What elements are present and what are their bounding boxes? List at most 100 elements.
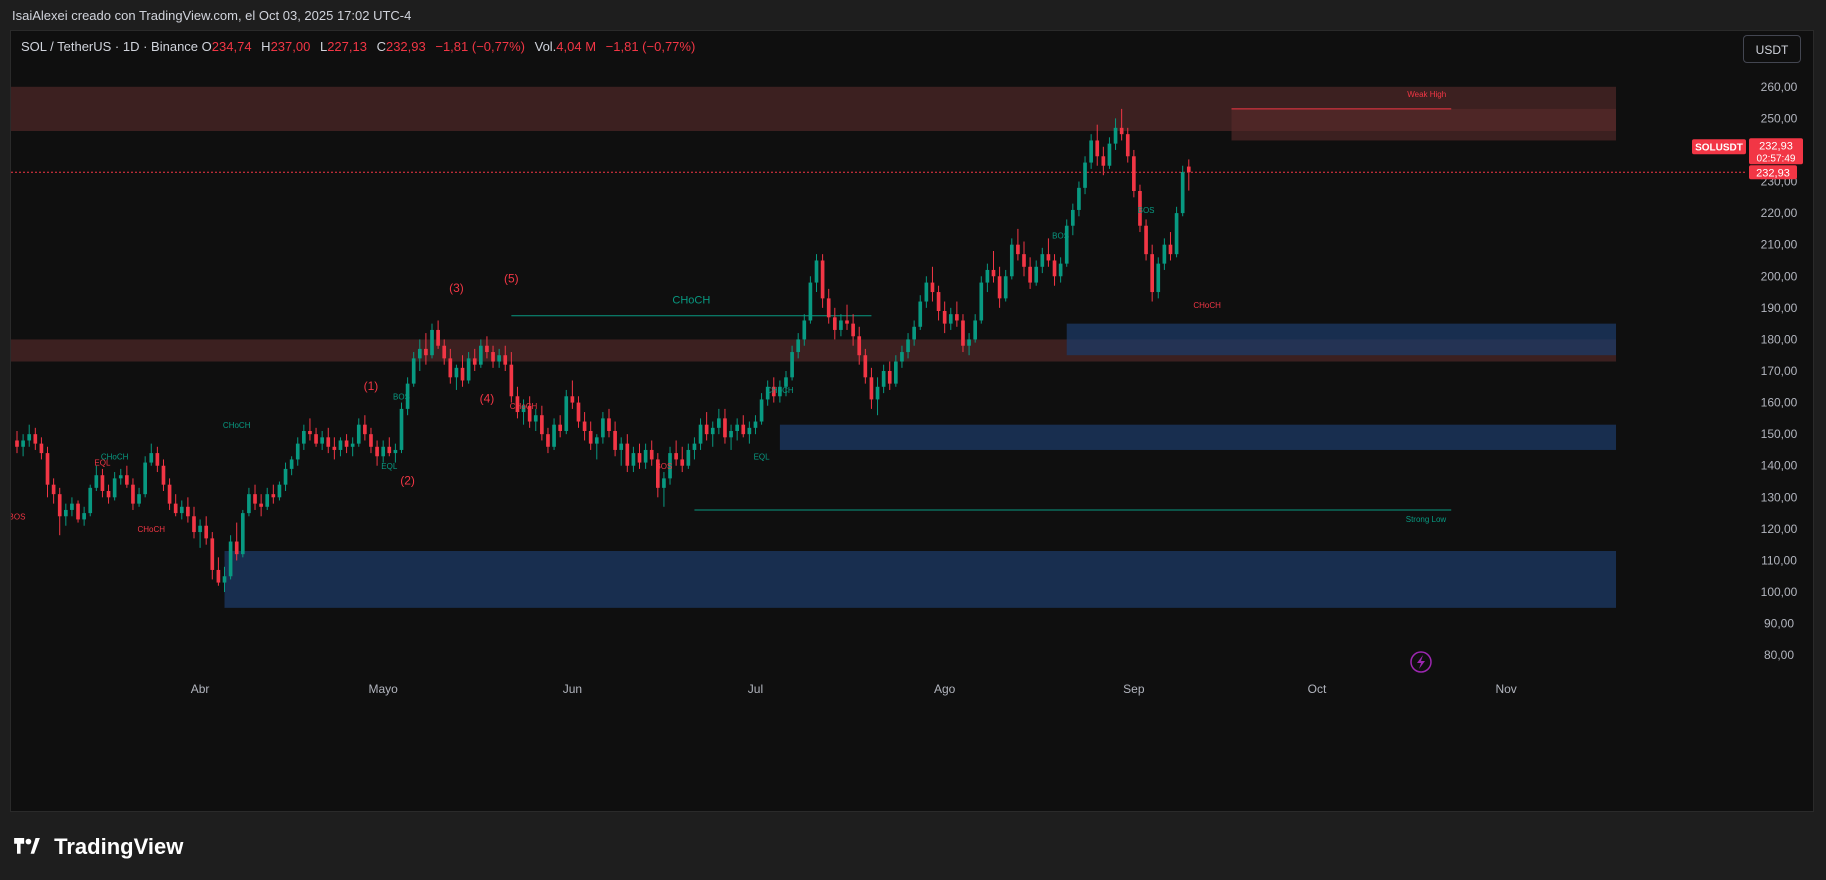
candle-body <box>991 269 996 277</box>
candle-body <box>503 355 508 365</box>
structure-label: EQL <box>754 452 771 461</box>
structure-label: (2) <box>400 474 415 488</box>
candle-body <box>576 402 581 422</box>
candle-body <box>454 367 459 378</box>
candle-body <box>259 503 263 507</box>
demand-zone <box>779 424 1616 450</box>
candle-body <box>839 320 843 330</box>
candle-body <box>692 443 697 450</box>
price-badge <box>1749 138 1803 165</box>
candle-body <box>533 415 538 422</box>
candle-body <box>417 348 422 359</box>
attribution-text: IsaiAlexei creado con TradingView.com, e… <box>12 8 412 23</box>
structure-label: EQL <box>381 462 398 471</box>
candle-body <box>70 503 74 510</box>
structure-label: CHoCH <box>223 421 251 430</box>
y-tick-label: 200,00 <box>1761 269 1798 283</box>
candle-body <box>601 418 605 438</box>
candle-body <box>723 418 727 438</box>
candle-body <box>204 525 209 539</box>
candle-body <box>393 449 398 454</box>
candle-body <box>33 434 38 444</box>
structure-label: CHoCH <box>766 386 794 395</box>
candle-body <box>997 276 1002 299</box>
structure-label: BOS <box>393 392 410 401</box>
candle-body <box>1052 260 1057 277</box>
candle-body <box>1064 225 1069 264</box>
candle-body <box>106 491 111 498</box>
candle-body <box>906 339 910 353</box>
candle-body <box>912 326 916 340</box>
candle-body <box>1101 156 1106 166</box>
candle-body <box>717 418 721 428</box>
candle-body <box>112 478 117 498</box>
candle-body <box>228 541 233 577</box>
candle-body <box>375 446 379 457</box>
candle-body <box>1040 254 1045 267</box>
candlestick-chart[interactable]: Weak High Strong Low CHoCH (1) (2) (3) (4) (5) B… <box>11 31 1814 812</box>
candle-body <box>466 358 471 381</box>
candle-body <box>973 320 978 340</box>
candle-body <box>735 424 739 431</box>
x-tick-label: Jun <box>563 682 582 696</box>
candle-body <box>546 434 550 447</box>
currency-button[interactable]: USDT <box>1743 35 1801 63</box>
attribution-bar: IsaiAlexei creado con TradingView.com, e… <box>0 0 1826 30</box>
chart-frame[interactable]: Weak High Strong Low CHoCH (1) (2) (3) (4) (5) B… <box>10 30 1814 812</box>
candle-body <box>625 443 630 466</box>
candle-body <box>631 453 636 466</box>
y-tick-label: 250,00 <box>1761 111 1798 125</box>
y-tick-label: 140,00 <box>1761 459 1798 473</box>
candle-body <box>216 569 221 583</box>
candle-body <box>857 336 862 356</box>
y-tick-label: 170,00 <box>1761 364 1798 378</box>
structure-label: (1) <box>364 379 379 393</box>
candle-body <box>607 418 611 431</box>
symbol-label[interactable]: SOL / TetherUS · 1D · Binance <box>21 39 199 54</box>
candle-body <box>649 449 654 460</box>
candle-body <box>15 440 19 447</box>
x-tick-label: Sep <box>1123 682 1145 696</box>
candle-body <box>125 475 129 485</box>
candle-body <box>448 358 453 378</box>
candle-body <box>967 339 971 346</box>
last-price-value: 232,93 <box>1756 167 1790 179</box>
candle-body <box>39 443 44 454</box>
candle-body <box>198 525 202 533</box>
volume-change: −1,81 (−0,77%) <box>605 39 696 54</box>
candle-body <box>845 320 849 324</box>
structure-label: EQL <box>94 459 111 468</box>
candle-body <box>308 431 312 435</box>
candle-body <box>21 440 25 447</box>
level-label: Weak High <box>1407 90 1446 99</box>
candle-body <box>472 358 477 365</box>
y-tick-label: 210,00 <box>1761 238 1798 252</box>
candle-body <box>411 358 416 384</box>
candle-body <box>784 377 788 387</box>
y-tick-label: 120,00 <box>1761 522 1798 536</box>
candle-body <box>1028 266 1032 283</box>
candle-body <box>350 443 355 447</box>
candle-body <box>399 408 404 450</box>
candle-body <box>45 453 50 485</box>
structure-label: CHoCH <box>1193 301 1221 310</box>
lightning-bolt-icon <box>1417 655 1425 669</box>
structure-label: BOS <box>1138 206 1155 215</box>
candle-body <box>1089 140 1093 163</box>
candle-body <box>662 478 666 488</box>
candle-body <box>540 415 544 435</box>
tradingview-logo[interactable]: TradingView <box>12 834 183 860</box>
candle-body <box>1156 263 1161 293</box>
candle-body <box>680 459 685 466</box>
candle-body <box>76 503 80 520</box>
candle-body <box>820 260 825 299</box>
candle-body <box>552 424 556 447</box>
candle-body <box>314 434 318 444</box>
y-tick-label: 110,00 <box>1761 553 1797 567</box>
structure-label: BOS <box>655 462 672 471</box>
candle-body <box>240 513 245 555</box>
structure-label: CHoCH <box>137 525 165 534</box>
candle-body <box>247 494 251 514</box>
candle-body <box>167 484 172 504</box>
volume-label: Vol. <box>534 39 557 54</box>
